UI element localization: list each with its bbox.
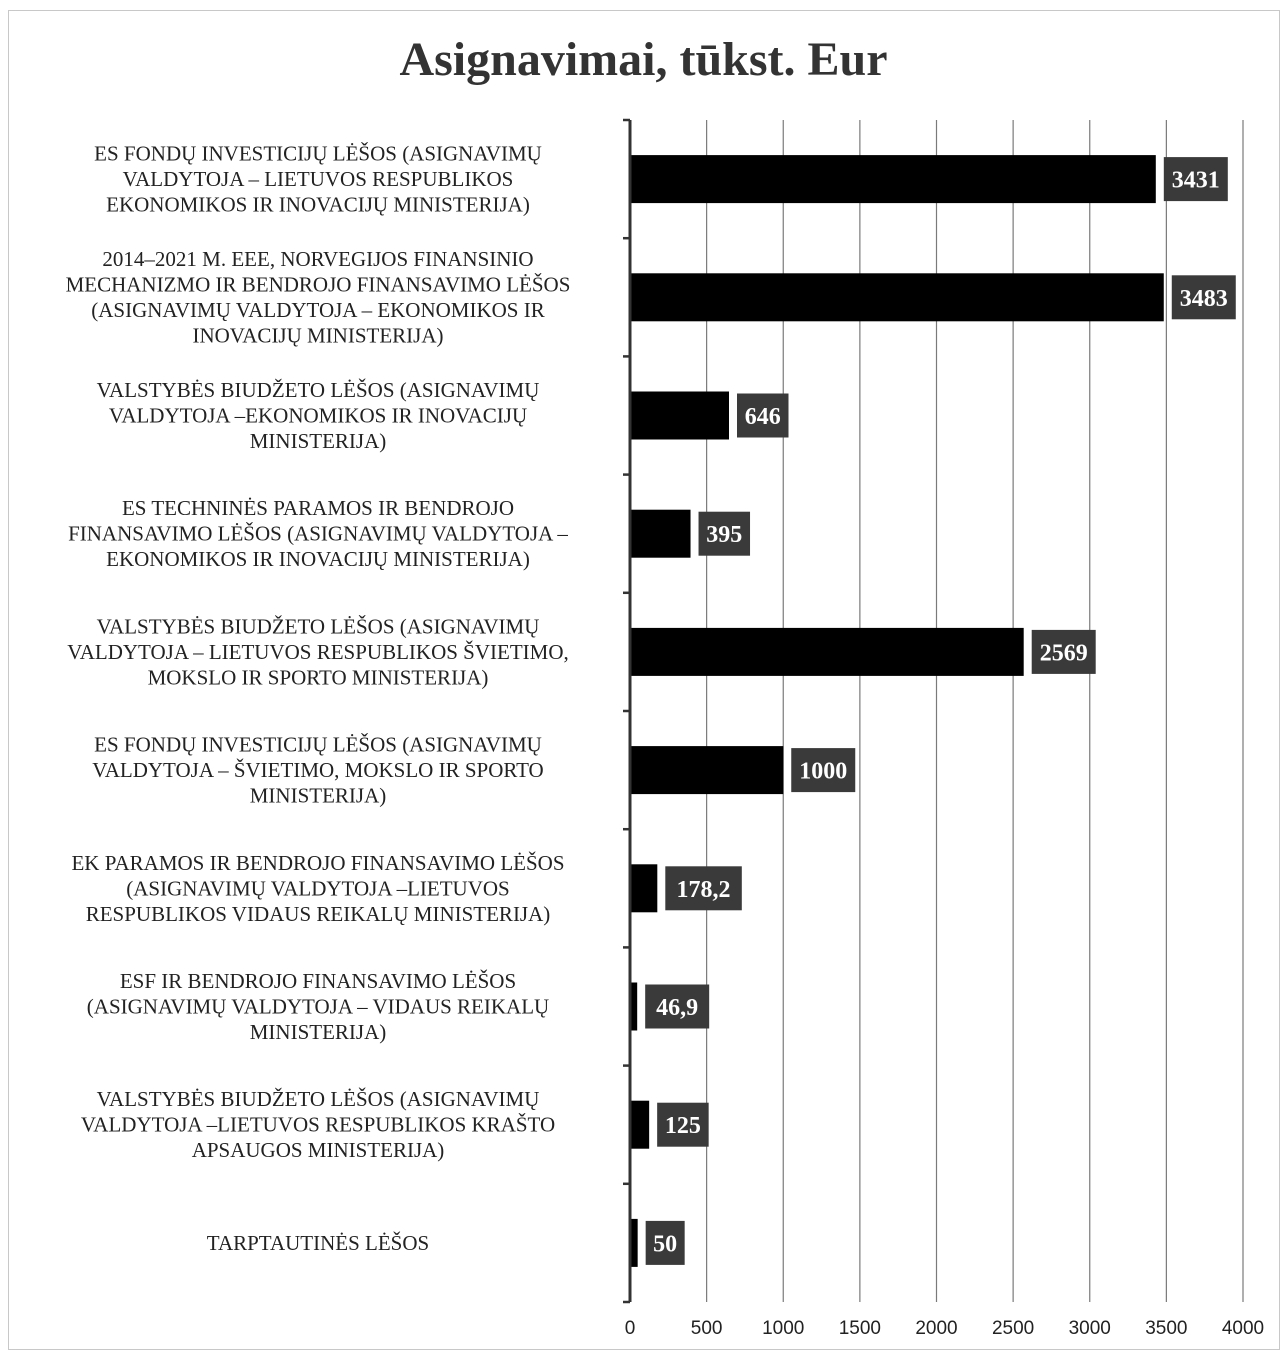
x-axis-tick-labels: 0 500 1000 1500 2000 2500 3000 3500 4000: [625, 1318, 1264, 1339]
category-label-line: EKONOMIKOS IR INOVACIJŲ MINISTERIJA): [106, 193, 530, 217]
data-label: 178,2: [677, 877, 731, 903]
category-label: ES FONDŲ INVESTICIJŲ LĖŠOS (ASIGNAVIMŲVA…: [92, 733, 543, 808]
category-label-line: VALDYTOJA –EKONOMIKOS IR INOVACIJŲ: [109, 404, 527, 428]
data-label: 46,9: [656, 995, 698, 1021]
x-tick-label: 0: [625, 1318, 636, 1339]
bar: [630, 982, 638, 1031]
category-label-line: MOKSLO IR SPORTO MINISTERIJA): [148, 665, 489, 689]
category-label-line: VALDYTOJA –LIETUVOS RESPUBLIKOS KRAŠTO: [81, 1113, 555, 1137]
category-label-line: ES TECHNINĖS PARAMOS IR BENDROJO: [122, 496, 514, 520]
data-label: 3483: [1180, 286, 1228, 312]
category-label-line: VALSTYBĖS BIUDŽETO LĖŠOS (ASIGNAVIMŲ: [97, 1087, 540, 1111]
data-label-box: [1171, 275, 1236, 320]
bar: [630, 509, 691, 558]
category-label-line: FINANSAVIMO LĖŠOS (ASIGNAVIMŲ VALDYTOJA …: [68, 522, 568, 546]
bar: [630, 1218, 638, 1267]
data-label-box: [665, 866, 742, 911]
data-label-box: [1163, 157, 1228, 202]
category-label-line: (ASIGNAVIMŲ VALDYTOJA – EKONOMIKOS IR: [91, 298, 544, 322]
category-label: ESF IR BENDROJO FINANSAVIMO LĖŠOS(ASIGNA…: [87, 969, 549, 1044]
data-label: 50: [653, 1231, 677, 1257]
bar: [630, 155, 1156, 204]
x-tick-label: 2000: [915, 1318, 957, 1339]
category-label-line: ESF IR BENDROJO FINANSAVIMO LĖŠOS: [120, 969, 516, 993]
category-label-line: MINISTERIJA): [250, 429, 387, 453]
data-label-box: [791, 748, 856, 793]
category-label-line: (ASIGNAVIMŲ VALDYTOJA – VIDAUS REIKALŲ: [87, 995, 549, 1019]
category-label-line: (ASIGNAVIMŲ VALDYTOJA –LIETUVOS: [126, 876, 509, 900]
category-labels: ES FONDŲ INVESTICIJŲ LĖŠOS (ASIGNAVIMŲVA…: [66, 142, 571, 1255]
category-label-line: VALSTYBĖS BIUDŽETO LĖŠOS (ASIGNAVIMŲ: [97, 378, 540, 402]
category-label-line: ES FONDŲ INVESTICIJŲ LĖŠOS (ASIGNAVIMŲ: [94, 733, 542, 757]
category-label: EK PARAMOS IR BENDROJO FINANSAVIMO LĖŠOS…: [71, 851, 564, 926]
category-label-line: VALDYTOJA – ŠVIETIMO, MOKSLO IR SPORTO: [92, 758, 543, 782]
category-label-line: EKONOMIKOS IR INOVACIJŲ MINISTERIJA): [106, 547, 530, 571]
data-label: 2569: [1040, 640, 1088, 666]
bar: [630, 1100, 650, 1149]
category-label-line: APSAUGOS MINISTERIJA): [192, 1138, 445, 1162]
category-label-line: VALDYTOJA – LIETUVOS RESPUBLIKOS ŠVIETIM…: [67, 640, 569, 664]
category-label-line: MECHANIZMO IR BENDROJO FINANSAVIMO LĖŠOS: [66, 273, 571, 297]
data-label-box: [736, 393, 789, 438]
bar: [630, 864, 658, 913]
data-label-box: [645, 1220, 685, 1265]
x-tick-label: 4000: [1222, 1318, 1264, 1339]
category-label-line: VALDYTOJA – LIETUVOS RESPUBLIKOS: [123, 167, 514, 191]
data-label: 125: [665, 1113, 701, 1139]
x-tick-label: 1000: [762, 1318, 804, 1339]
category-label: VALSTYBĖS BIUDŽETO LĖŠOS (ASIGNAVIMŲVALD…: [67, 614, 569, 689]
category-label-line: MINISTERIJA): [250, 1020, 387, 1044]
bar: [630, 627, 1024, 676]
category-label: VALSTYBĖS BIUDŽETO LĖŠOS (ASIGNAVIMŲVALD…: [97, 378, 540, 453]
data-label: 3431: [1172, 168, 1220, 194]
category-label: TARPTAUTINĖS LĖŠOS: [207, 1231, 429, 1255]
data-label-box: [698, 511, 751, 556]
bars: 3431 3483 646 395 2569 1000 178,2 46,9 125 50: [630, 155, 1236, 1267]
bar: [630, 273, 1164, 322]
data-label: 646: [745, 404, 781, 430]
data-label: 1000: [799, 759, 847, 785]
bar: [630, 391, 729, 440]
data-label-box: [657, 1102, 709, 1147]
category-label-line: VALSTYBĖS BIUDŽETO LĖŠOS (ASIGNAVIMŲ: [97, 614, 540, 638]
category-label-line: MINISTERIJA): [250, 784, 387, 808]
bar: [630, 746, 784, 795]
x-tick-label: 2500: [992, 1318, 1034, 1339]
category-label: 2014–2021 M. EEE, NORVEGIJOS FINANSINIOM…: [66, 247, 571, 348]
chart-title: Asignavimai, tūkst. Eur: [399, 33, 888, 86]
x-tick-label: 3500: [1145, 1318, 1187, 1339]
data-label: 395: [706, 522, 742, 548]
category-label-line: ES FONDŲ INVESTICIJŲ LĖŠOS (ASIGNAVIMŲ: [94, 142, 542, 166]
category-label-line: INOVACIJŲ MINISTERIJA): [192, 324, 443, 348]
y-axis: [623, 118, 632, 1304]
x-tick-label: 1500: [839, 1318, 881, 1339]
data-label-box: [1031, 629, 1096, 674]
category-label: ES FONDŲ INVESTICIJŲ LĖŠOS (ASIGNAVIMŲVA…: [94, 142, 542, 217]
category-label-line: RESPUBLIKOS VIDAUS REIKALŲ MINISTERIJA): [86, 902, 551, 926]
data-label-box: [645, 984, 710, 1029]
category-label: VALSTYBĖS BIUDŽETO LĖŠOS (ASIGNAVIMŲVALD…: [81, 1087, 555, 1162]
category-label-line: EK PARAMOS IR BENDROJO FINANSAVIMO LĖŠOS: [71, 851, 564, 875]
x-tick-label: 3000: [1069, 1318, 1111, 1339]
category-label: ES TECHNINĖS PARAMOS IR BENDROJOFINANSAV…: [68, 496, 568, 571]
category-label-line: TARPTAUTINĖS LĖŠOS: [207, 1231, 429, 1255]
category-label-line: 2014–2021 M. EEE, NORVEGIJOS FINANSINIO: [102, 247, 533, 271]
x-tick-label: 500: [691, 1318, 723, 1339]
